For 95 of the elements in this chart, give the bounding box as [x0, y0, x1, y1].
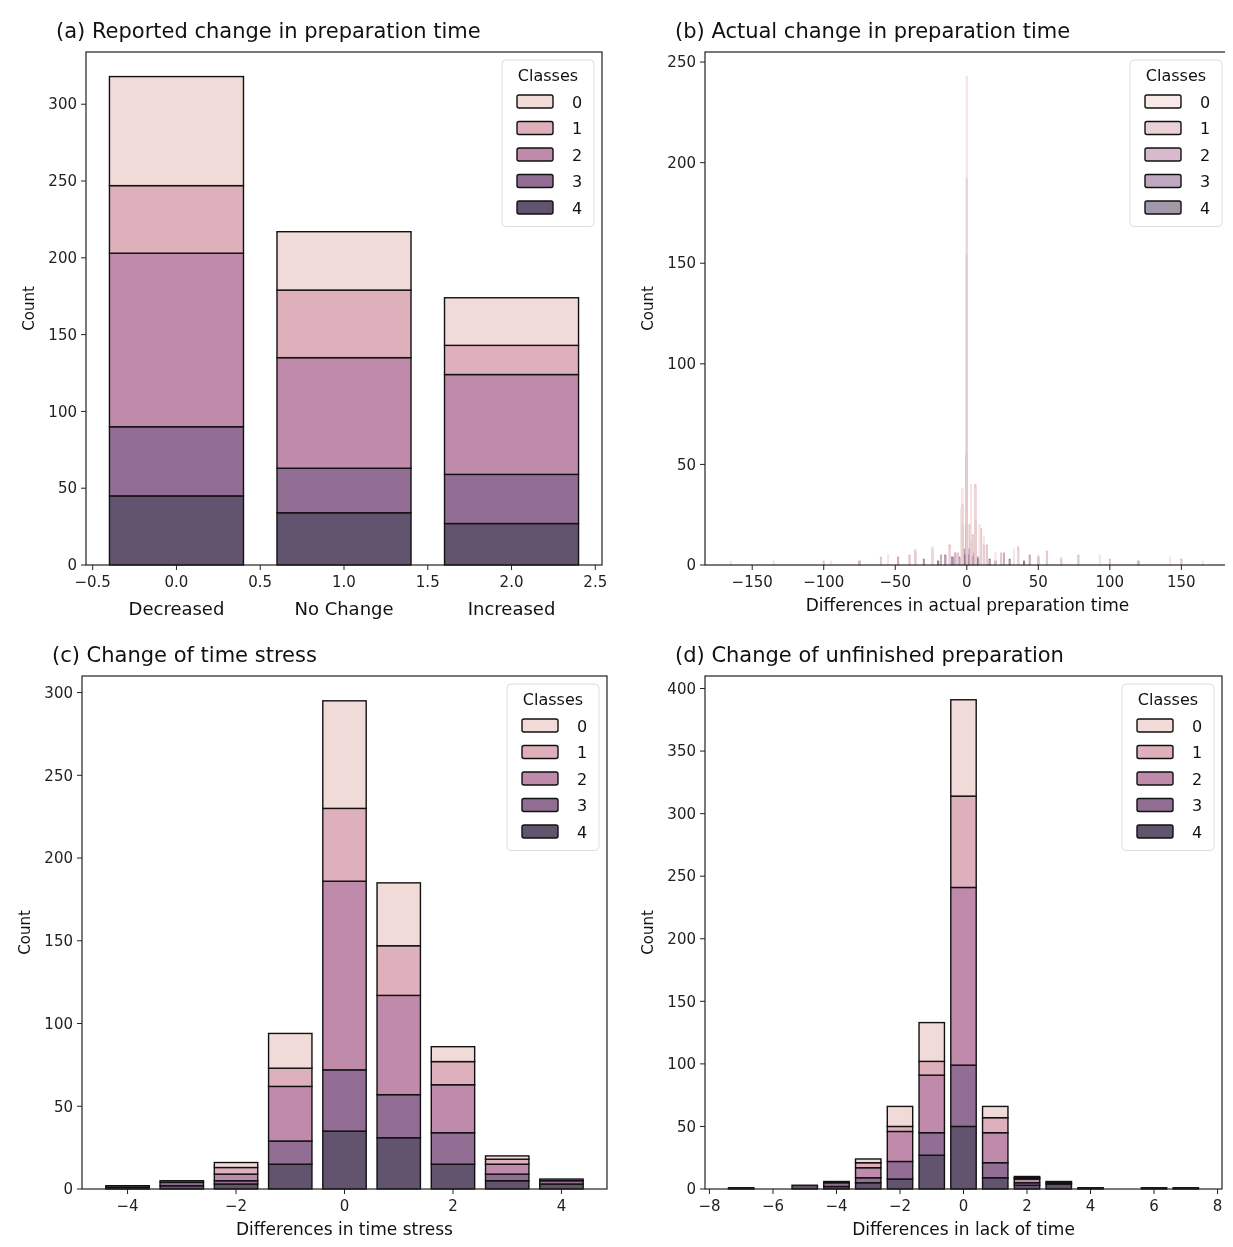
- legend-title: Classes: [1145, 66, 1207, 85]
- y-tick-label: 100: [44, 1014, 73, 1033]
- y-tick-label: 300: [44, 683, 73, 702]
- x-axis-title: Differences in time stress: [236, 1219, 454, 1239]
- y-tick-label: 0: [686, 1180, 696, 1199]
- x-tick-label: 150: [1167, 573, 1196, 591]
- x-axis-title: Differences in actual preparation time: [805, 595, 1130, 615]
- legend-label: 3: [572, 172, 583, 192]
- y-axis-title: Count: [639, 910, 657, 955]
- y-axis-title: Count: [639, 286, 657, 331]
- x-tick-label: 8: [1212, 1197, 1223, 1215]
- legend-label: 0: [1200, 92, 1211, 112]
- legend-label: 4: [1200, 198, 1211, 218]
- x-tick-label: 2.0: [499, 573, 524, 591]
- x-tick-label: −100: [803, 573, 845, 591]
- y-tick-label: 100: [667, 355, 696, 374]
- y-tick-label: 200: [44, 849, 73, 868]
- y-tick-label: 100: [48, 402, 77, 421]
- x-tick-label: −4: [116, 1197, 139, 1215]
- y-tick-label: 50: [53, 1097, 73, 1116]
- x-tick-label: −4: [825, 1197, 848, 1215]
- x-tick-label: 1.0: [332, 573, 356, 591]
- legend-label: 0: [1192, 716, 1203, 736]
- legend-label: 3: [577, 796, 588, 816]
- x-tick-label: −6: [761, 1197, 785, 1215]
- legend-label: 4: [572, 198, 583, 218]
- y-axis-title: Count: [20, 286, 38, 331]
- chart-title: (a) Reported change in preparation time: [56, 19, 481, 43]
- legend-title: Classes: [517, 66, 579, 85]
- legend-label: 2: [1200, 145, 1211, 165]
- y-tick-label: 250: [667, 53, 696, 72]
- y-tick-label: 0: [686, 556, 696, 575]
- x-tick-label: 2: [1022, 1197, 1032, 1215]
- y-tick-label: 50: [676, 455, 696, 474]
- y-tick-label: 300: [48, 95, 77, 114]
- legend-label: 2: [1192, 769, 1203, 789]
- y-tick-label: 150: [667, 254, 696, 273]
- y-tick-label: 50: [57, 479, 77, 498]
- text: Increased: [467, 598, 556, 619]
- legend-label: 1: [572, 119, 583, 139]
- y-tick-label: 150: [44, 932, 73, 951]
- legend-label: 1: [1200, 119, 1211, 139]
- legend-label: 3: [1200, 172, 1211, 192]
- y-tick-label: 250: [44, 766, 73, 785]
- y-tick-label: 0: [67, 556, 77, 575]
- x-tick-label: 6: [1149, 1197, 1159, 1215]
- x-tick-label: 0.5: [248, 573, 273, 591]
- x-tick-label: 0: [958, 1197, 969, 1215]
- x-tick-label: 2.5: [583, 573, 608, 591]
- x-tick-label: 4: [1085, 1197, 1096, 1215]
- x-tick-label: 1.5: [415, 573, 440, 591]
- legend-title: Classes: [1137, 690, 1199, 709]
- legend-label: 4: [1192, 822, 1203, 842]
- y-tick-label: 350: [667, 742, 696, 761]
- y-tick-label: 200: [667, 153, 696, 172]
- x-tick-label: −8: [698, 1197, 721, 1215]
- chart-title: (b) Actual change in preparation time: [675, 19, 1071, 43]
- y-tick-label: 250: [48, 172, 77, 191]
- legend-label: 0: [577, 716, 588, 736]
- text: No Change: [294, 598, 394, 619]
- y-tick-label: 50: [676, 1117, 696, 1136]
- x-tick-label: 4: [556, 1197, 567, 1215]
- x-tick-label: 0: [962, 573, 972, 591]
- x-tick-label: 50: [1028, 573, 1048, 591]
- chart-title: (d) Change of unfinished preparation: [675, 643, 1064, 667]
- y-tick-label: 400: [667, 679, 696, 698]
- x-tick-label: −150: [731, 573, 773, 591]
- x-tick-label: 100: [1095, 573, 1125, 591]
- x-tick-label: −50: [879, 573, 912, 591]
- legend-label: 1: [577, 743, 588, 763]
- text: Decreased: [128, 598, 225, 619]
- y-tick-label: 200: [48, 249, 77, 268]
- x-tick-label: 0.0: [164, 573, 189, 591]
- x-tick-label: −2: [224, 1197, 248, 1215]
- y-tick-label: 0: [63, 1180, 73, 1199]
- x-tick-label: −0.5: [74, 573, 111, 591]
- y-tick-label: 250: [667, 867, 696, 886]
- legend-label: 2: [577, 769, 588, 789]
- x-tick-label: 0: [339, 1197, 350, 1215]
- legend-title: Classes: [522, 690, 584, 709]
- legend-label: 3: [1192, 796, 1203, 816]
- legend-label: 2: [572, 145, 583, 165]
- chart-title: (c) Change of time stress: [52, 643, 317, 667]
- x-tick-label: 2: [448, 1197, 458, 1215]
- legend-label: 4: [577, 822, 588, 842]
- legend-label: 1: [1192, 743, 1203, 763]
- y-axis-title: Count: [16, 910, 34, 955]
- x-tick-label: −2: [888, 1197, 912, 1215]
- legend-label: 0: [572, 92, 583, 112]
- y-tick-label: 150: [667, 992, 696, 1011]
- y-tick-label: 300: [667, 804, 696, 823]
- x-axis-title: Differences in lack of time: [852, 1219, 1075, 1239]
- y-tick-label: 200: [667, 930, 696, 949]
- y-tick-label: 100: [667, 1055, 696, 1074]
- y-tick-label: 150: [48, 325, 77, 344]
